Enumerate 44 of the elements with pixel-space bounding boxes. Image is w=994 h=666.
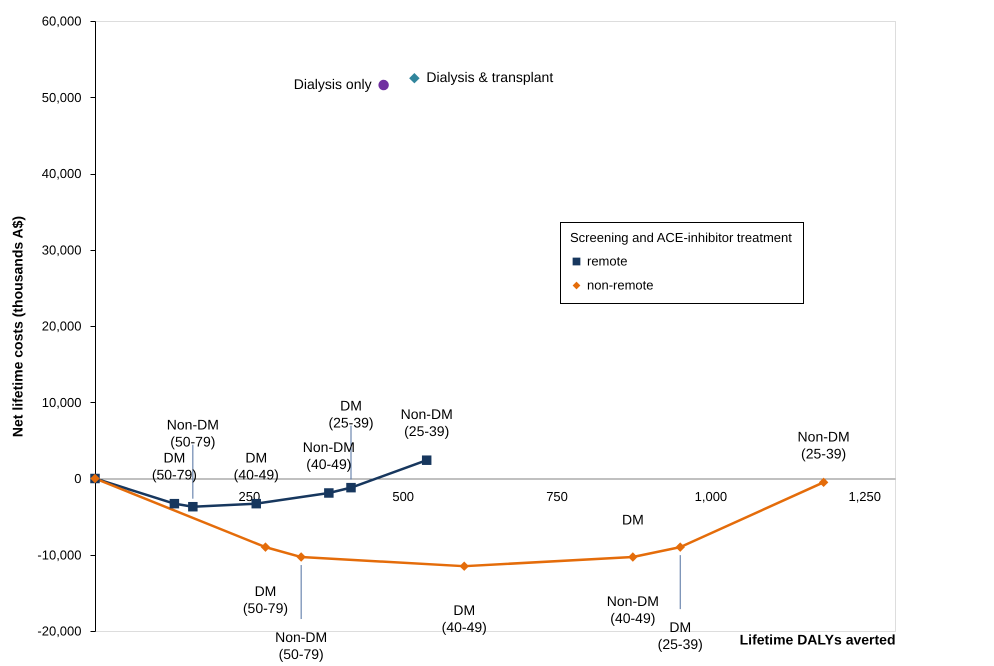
point [459,561,469,571]
legend-label: remote [587,254,628,268]
series-label: Dialysis only [294,76,372,92]
annotation: DM (25-39) [328,398,374,431]
x-tick-label: 500 [392,489,414,504]
x-tick-label: 1,000 [694,489,728,504]
annotation: Non-DM (25-39) [798,428,850,462]
y-axis-title: Net lifetime costs (thousands A$) [9,216,26,438]
point [628,552,638,562]
y-tick-label: 60,000 [42,14,82,28]
annotation: Non-DM (50-79) [275,629,328,662]
y-tick-label: -20,000 [37,624,82,638]
point [296,552,306,562]
y-tick-label: 30,000 [42,242,82,258]
x-axis-title: Lifetime DALYs averted [740,632,896,648]
point [378,80,389,90]
point [188,502,198,512]
annotation: Non-DM (25-39) [400,406,453,440]
annotation: DM (50-79) [242,583,288,616]
annotation: DM (25-39) [658,619,703,652]
point [324,488,334,498]
point [260,542,270,552]
y-tick-label: 50,000 [42,90,82,105]
y-tick-label: 10,000 [42,394,82,410]
point [409,72,420,84]
annotation: Non-DM (50-79) [166,416,219,450]
annotation: DM [622,512,644,528]
point [422,455,432,465]
point [346,482,356,492]
annotation: DM (40-49) [442,602,487,636]
legend-title: Screening and ACE-inhibitor treatment [570,230,792,245]
x-tick-label: 1,250 [848,489,882,504]
y-tick-label: 20,000 [42,318,82,334]
y-tick-label: 40,000 [42,166,82,181]
annotation: DM (40-49) [234,450,279,483]
y-tick-label: -10,000 [37,547,82,562]
x-tick-label: 750 [546,489,568,504]
legend-label: non-remote [587,278,654,292]
y-tick-label: 0 [74,471,82,486]
point [170,498,180,508]
point [818,478,828,488]
point [675,542,685,552]
annotation: Non-DM (40-49) [606,593,659,626]
series-label: Dialysis & transplant [426,69,554,86]
